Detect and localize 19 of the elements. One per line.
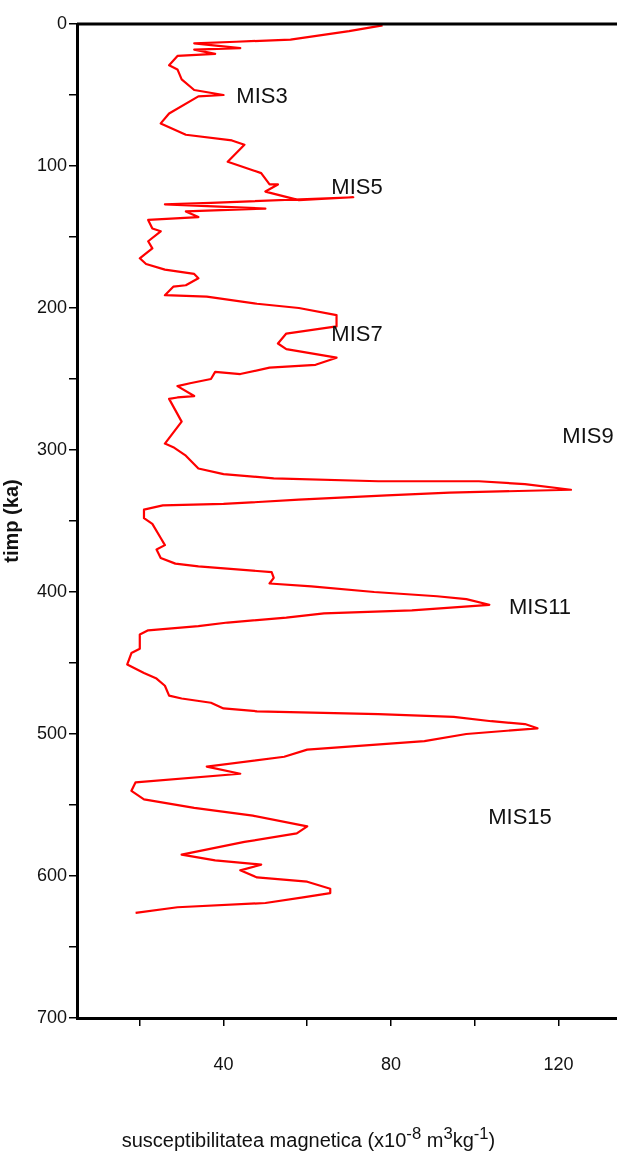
y-tick-label: 200 xyxy=(36,296,67,317)
x-axis-title: susceptibilitatea magnetica (x10$^{-8}$ m$^{3}$kg$^{-1}$) xyxy=(120,1124,497,1152)
x-tick-label: 80 xyxy=(380,1053,401,1074)
y-tick-label: 0 xyxy=(56,12,67,33)
annotation: MIS3 xyxy=(236,83,288,109)
x-tick-label: 120 xyxy=(543,1053,574,1074)
y-axis-title: timp (ka) xyxy=(0,479,22,563)
y-tick-label: 500 xyxy=(36,722,67,743)
annotation: MIS7 xyxy=(331,321,383,347)
y-tick-label: 300 xyxy=(36,438,67,459)
y-tick-label: 600 xyxy=(36,864,67,885)
annotation: MIS11 xyxy=(509,594,571,620)
annotation: MIS9 xyxy=(562,423,614,449)
x-tick-label: 40 xyxy=(213,1053,234,1074)
y-tick-label: 400 xyxy=(36,580,67,601)
annotation: MIS5 xyxy=(331,174,383,200)
y-tick-label: 100 xyxy=(36,154,67,175)
y-tick-label: 700 xyxy=(36,1006,67,1027)
annotation: MIS15 xyxy=(488,804,552,830)
